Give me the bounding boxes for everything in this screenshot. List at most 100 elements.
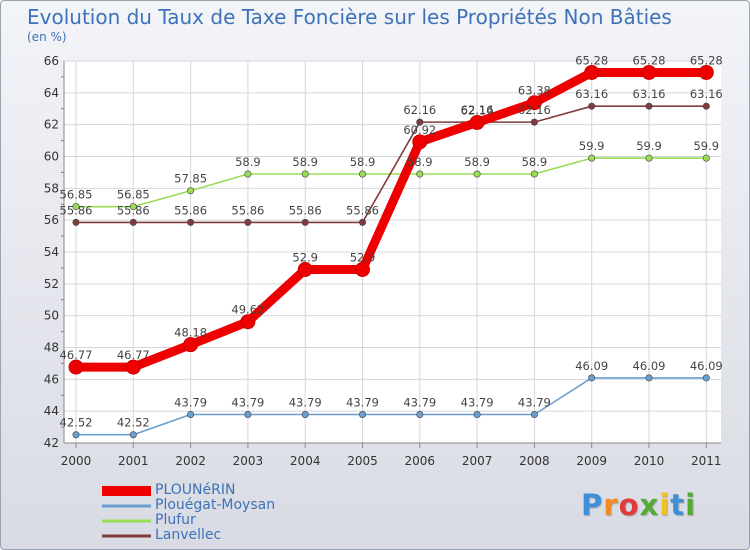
- data-label: 46.09: [575, 359, 608, 373]
- data-label: 55.86: [174, 203, 207, 217]
- data-label: 63.38: [518, 84, 551, 98]
- y-tick-label: 44: [44, 404, 59, 418]
- data-point: [187, 187, 195, 195]
- data-point: [530, 411, 538, 419]
- data-point: [584, 64, 600, 80]
- data-point: [416, 411, 424, 419]
- data-label: 46.77: [60, 348, 93, 362]
- data-point: [72, 218, 80, 226]
- x-tick-label: 2003: [233, 454, 264, 468]
- grid-layer: [64, 60, 721, 444]
- data-point: [702, 374, 710, 382]
- x-tick-label: 2008: [519, 454, 550, 468]
- data-label: 62.16: [461, 103, 494, 117]
- axis-layer: 42 44 46 48 50 52 54 56 58 60 62 64 66 2000 2001 2002 20…: [44, 54, 722, 468]
- legend-swatch: [102, 519, 151, 522]
- y-tick-label: 66: [44, 54, 59, 68]
- data-point: [68, 359, 84, 375]
- data-label-layer: 46.77 46.77 48.18 49.62 52.9 52.9 60.92 62.14 63…: [60, 53, 723, 429]
- data-label: 65.28: [690, 53, 723, 67]
- data-label: 58.9: [350, 155, 376, 169]
- data-point: [72, 203, 80, 211]
- logo-letter: r: [603, 488, 619, 522]
- data-label: 55.86: [346, 203, 379, 217]
- data-point: [244, 411, 252, 419]
- data-point: [416, 118, 424, 126]
- series-1: [72, 374, 710, 439]
- series-line: [75, 377, 708, 436]
- y-tick-label: 56: [44, 213, 59, 227]
- proxiti-logo: Proxiti: [581, 488, 696, 522]
- data-point: [297, 262, 313, 278]
- data-label: 52.9: [292, 251, 318, 265]
- logo-letter: o: [618, 488, 640, 522]
- legend-swatch: [102, 504, 151, 507]
- logo-letter: x: [639, 488, 660, 522]
- data-point: [301, 170, 309, 178]
- legend-label: PLOUNéRIN: [155, 482, 236, 498]
- data-point: [530, 118, 538, 126]
- data-label: 58.9: [235, 155, 261, 169]
- data-label: 59.9: [636, 139, 662, 153]
- data-point: [645, 154, 653, 162]
- data-label: 43.79: [346, 396, 379, 410]
- data-point: [588, 374, 596, 382]
- data-point: [702, 102, 710, 110]
- data-label: 55.86: [60, 203, 93, 217]
- data-label: 57.85: [174, 172, 207, 186]
- data-label: 43.79: [518, 396, 551, 410]
- data-point: [473, 170, 481, 178]
- data-label: 46.09: [633, 359, 666, 373]
- data-point: [129, 218, 137, 226]
- y-tick-label: 58: [44, 181, 59, 195]
- data-point: [355, 262, 370, 278]
- data-point: [702, 154, 710, 162]
- x-tick-label: 2002: [175, 454, 206, 468]
- data-point: [416, 170, 424, 178]
- data-label: 52.9: [350, 251, 376, 265]
- x-tick-label: 2010: [634, 454, 665, 468]
- data-label: 58.9: [464, 155, 490, 169]
- data-label: 56.85: [117, 188, 150, 202]
- legend-swatch: [102, 485, 151, 496]
- data-label: 59.9: [579, 139, 605, 153]
- data-label: 62.14: [461, 103, 494, 117]
- x-tick-label: 2001: [118, 454, 149, 468]
- data-point: [129, 203, 137, 211]
- data-label: 42.52: [60, 416, 93, 430]
- series-line: [75, 105, 708, 224]
- legend-label: Plufur: [155, 512, 196, 528]
- x-tick-label: 2000: [61, 454, 92, 468]
- x-tick-label: 2009: [576, 454, 607, 468]
- data-label: 46.09: [690, 359, 723, 373]
- data-point: [244, 170, 252, 178]
- data-point: [187, 218, 195, 226]
- data-point: [358, 170, 366, 178]
- data-label: 63.16: [633, 87, 666, 101]
- series-0: [68, 64, 714, 375]
- data-point: [301, 411, 309, 419]
- data-point: [645, 374, 653, 382]
- logo-letter: i: [659, 488, 671, 522]
- data-label: 65.28: [575, 53, 608, 67]
- legend-label: Plouégat-Moysan: [155, 497, 276, 513]
- x-tick-label: 2011: [691, 454, 722, 468]
- data-point: [588, 154, 596, 162]
- y-tick-label: 52: [44, 277, 59, 291]
- data-label: 43.79: [174, 396, 207, 410]
- data-label: 58.9: [522, 155, 548, 169]
- chart-title: Evolution du Taux de Taxe Foncière sur l…: [27, 5, 672, 29]
- data-point: [469, 114, 485, 130]
- data-point: [698, 64, 714, 80]
- data-point: [301, 218, 309, 226]
- data-point: [645, 102, 653, 110]
- x-tick-label: 2007: [462, 454, 493, 468]
- y-tick-label: 46: [44, 372, 59, 386]
- series-line: [75, 157, 708, 208]
- y-axis-unit-label: (en %): [27, 30, 67, 44]
- data-point: [244, 218, 252, 226]
- data-point: [240, 314, 256, 330]
- data-label: 59.9: [693, 139, 719, 153]
